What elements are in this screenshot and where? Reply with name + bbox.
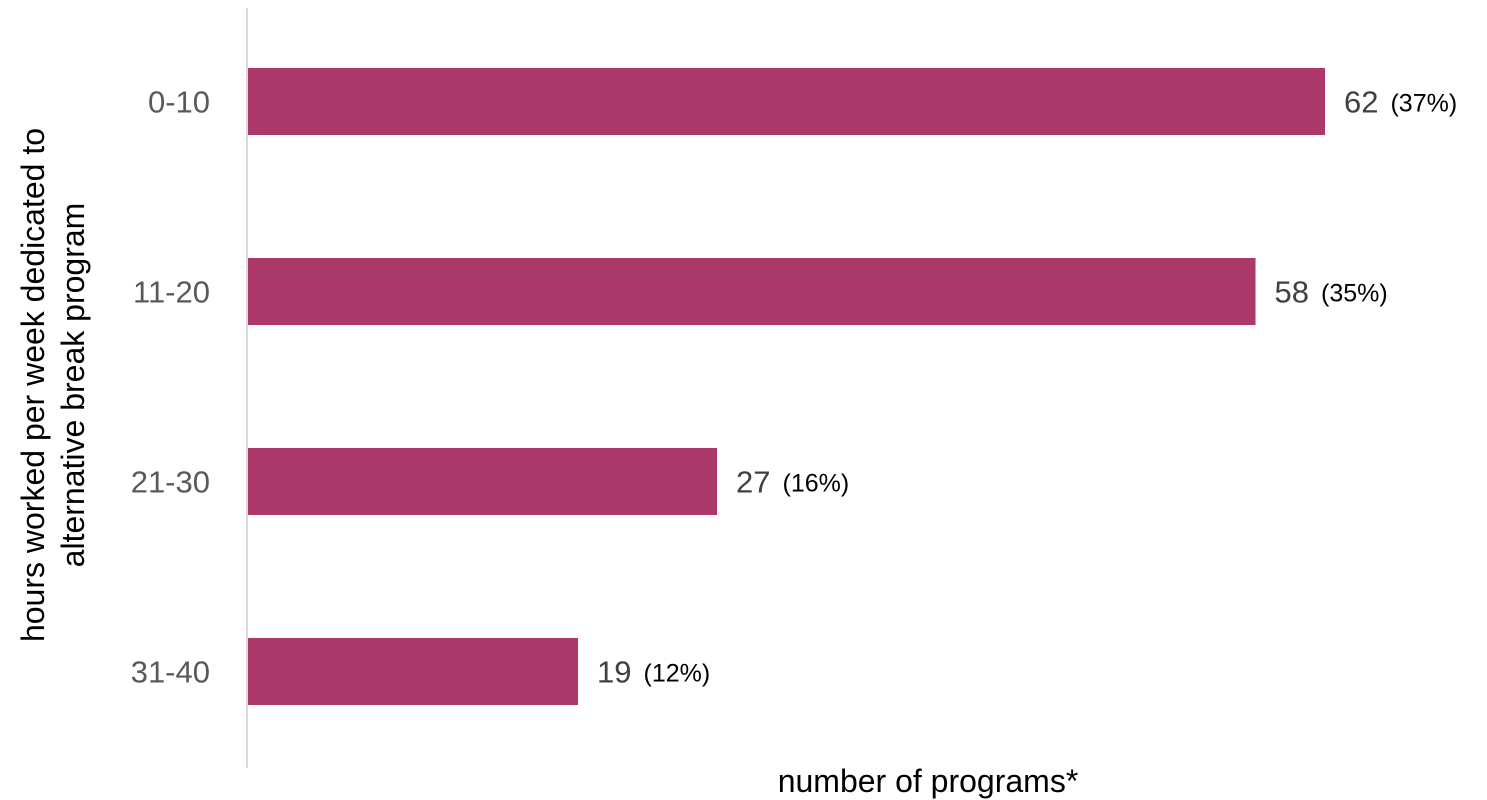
category-labels: 0-10 11-20 21-30 31-40 xyxy=(131,85,210,690)
x-axis-title: number of programs* xyxy=(778,763,1079,799)
bar-0-10 xyxy=(248,68,1325,135)
category-label-31-40: 31-40 xyxy=(131,655,210,690)
category-label-21-30: 21-30 xyxy=(131,465,210,500)
bars-group xyxy=(248,68,1325,705)
value-label-21-30: 27 xyxy=(736,465,770,500)
percent-label-0-10: (37%) xyxy=(1390,90,1457,118)
category-label-11-20: 11-20 xyxy=(133,275,210,310)
y-axis-title: hours worked per week dedicated to alter… xyxy=(15,128,91,642)
percent-label-11-20: (35%) xyxy=(1321,280,1388,308)
bar-31-40 xyxy=(248,638,579,705)
percent-label-21-30: (16%) xyxy=(783,470,850,498)
y-axis-title-line-2: alternative break program xyxy=(55,203,91,568)
percent-label-31-40: (12%) xyxy=(644,660,711,688)
value-label-0-10: 62 xyxy=(1344,85,1378,120)
bar-11-20 xyxy=(248,258,1256,325)
value-labels: 62 (37%) 58 (35%) 27 (16%) 19 (12%) xyxy=(597,85,1457,690)
value-label-31-40: 19 xyxy=(597,655,631,690)
y-axis-title-line-1: hours worked per week dedicated to xyxy=(15,128,51,642)
category-label-0-10: 0-10 xyxy=(148,85,210,120)
value-label-11-20: 58 xyxy=(1275,275,1309,310)
bar-21-30 xyxy=(248,448,718,515)
